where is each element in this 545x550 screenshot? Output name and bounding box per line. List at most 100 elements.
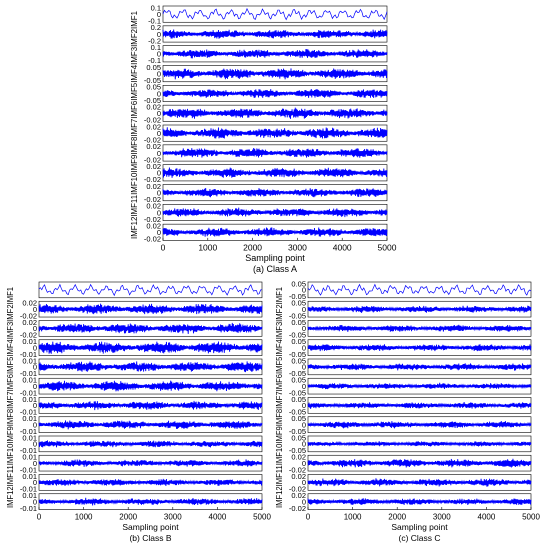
y-tick-label: -0.05 bbox=[289, 408, 306, 417]
signal-line-imf12 bbox=[38, 497, 263, 506]
y-tick-label: -0.02 bbox=[144, 116, 161, 125]
x-tick-label: 5000 bbox=[522, 513, 540, 522]
y-tick-label: 0.02 bbox=[22, 318, 37, 327]
subplot-imf1: 0.10-0.1 bbox=[148, 3, 388, 26]
y-tick-label: 0.05 bbox=[291, 279, 306, 288]
y-tick-label: 0.02 bbox=[146, 102, 161, 111]
y-tick-label: 0 bbox=[302, 459, 306, 468]
y-tick-label: -0.01 bbox=[20, 388, 37, 397]
y-axis-label: IMF12IMF11IMF10IMF9IMF8IMF7IMF6IMF5IMF4I… bbox=[6, 286, 15, 508]
y-tick-label: 0.05 bbox=[291, 318, 306, 327]
y-tick-label: 0 bbox=[33, 305, 37, 314]
y-tick-label: 0 bbox=[33, 382, 37, 391]
signal-line-imf11 bbox=[307, 478, 532, 487]
y-tick-label: 0.1 bbox=[151, 3, 161, 12]
x-axis-label: Sampling point bbox=[122, 522, 179, 532]
y-tick-label: -0.02 bbox=[144, 155, 161, 164]
y-tick-label: 0 bbox=[157, 69, 161, 78]
subplot-imf11: 0.020-0.02 bbox=[289, 472, 532, 494]
x-tick-label: 3000 bbox=[288, 242, 307, 252]
y-tick-label: -0.02 bbox=[20, 311, 37, 320]
y-tick-label: -0.05 bbox=[289, 388, 306, 397]
y-tick-label: 0 bbox=[302, 440, 306, 449]
x-axis-label: Sampling point bbox=[391, 522, 448, 532]
y-tick-label: 0.01 bbox=[22, 337, 37, 346]
y-tick-label: 0.02 bbox=[291, 491, 306, 500]
y-tick-label: -0.05 bbox=[289, 369, 306, 378]
y-tick-label: 0 bbox=[33, 497, 37, 506]
signal-line-imf6 bbox=[162, 107, 388, 119]
subplot-imf4: 0.050-0.05 bbox=[144, 63, 388, 85]
signal-line-imf4 bbox=[38, 341, 263, 354]
y-tick-label: 0.01 bbox=[22, 414, 37, 423]
y-tick-label: 0.05 bbox=[291, 414, 306, 423]
y-tick-label: 0.02 bbox=[291, 472, 306, 481]
subplot-imf8: 0.050-0.05 bbox=[289, 414, 532, 436]
y-tick-label: 0.2 bbox=[151, 23, 161, 32]
signal-line-imf9 bbox=[162, 167, 388, 178]
y-tick-label: 0 bbox=[33, 401, 37, 410]
y-tick-label: 0 bbox=[33, 478, 37, 487]
y-tick-label: 0.01 bbox=[22, 472, 37, 481]
signal-line-imf12 bbox=[307, 498, 532, 506]
y-tick-label: 0 bbox=[302, 324, 306, 333]
signal-line-imf5 bbox=[38, 361, 263, 373]
x-axis-label: Sampling point bbox=[245, 253, 305, 263]
y-tick-label: 0 bbox=[157, 109, 161, 118]
x-tick-label: 1000 bbox=[75, 513, 93, 522]
signal-line-imf5 bbox=[162, 89, 388, 99]
signal-line-imf6 bbox=[38, 380, 263, 392]
signal-line-imf2 bbox=[162, 29, 388, 39]
y-tick-label: -0.02 bbox=[144, 235, 161, 244]
subplot-imf7: 0.020-0.02 bbox=[144, 122, 388, 145]
signal-line-imf7 bbox=[307, 401, 532, 409]
subplot-imf11: 0.020-0.02 bbox=[144, 202, 388, 224]
y-tick-label: 0.05 bbox=[291, 395, 306, 404]
y-tick-label: -0.05 bbox=[144, 76, 161, 85]
x-tick-label: 3000 bbox=[433, 513, 451, 522]
y-tick-label: 0 bbox=[302, 343, 306, 352]
subplot-imf6: 0.050-0.05 bbox=[289, 376, 532, 397]
signal-line-imf7 bbox=[38, 400, 263, 411]
signal-line-imf4 bbox=[307, 344, 532, 352]
y-tick-label: 0 bbox=[302, 363, 306, 372]
subplot-imf12: 0.020-0.02 bbox=[144, 221, 388, 244]
y-tick-label: -0.01 bbox=[20, 465, 37, 474]
y-tick-label: -0.01 bbox=[20, 350, 37, 359]
signal-line-imf10 bbox=[307, 458, 532, 468]
x-tick-label: 0 bbox=[161, 242, 166, 252]
signal-line-imf2 bbox=[307, 305, 532, 313]
subplot-imf2: 0.20-0.2 bbox=[148, 23, 388, 45]
y-tick-label: -0.05 bbox=[289, 292, 306, 301]
signal-line-imf4 bbox=[162, 68, 388, 80]
subplot-imf10: 0.020-0.02 bbox=[144, 182, 388, 204]
subplot-imf7: 0.010-0.01 bbox=[20, 395, 263, 417]
signal-line-imf9 bbox=[307, 440, 532, 447]
y-tick-label: -0.01 bbox=[20, 427, 37, 436]
y-tick-label: 0.01 bbox=[22, 433, 37, 442]
signal-line-imf3 bbox=[307, 324, 532, 332]
chart-1: IMF12IMF11IMF10IMF9IMF8IMF7IMF6IMF5IMF4I… bbox=[6, 281, 271, 543]
y-tick-label: -0.05 bbox=[289, 427, 306, 436]
y-tick-label: 0 bbox=[302, 478, 306, 487]
chart-caption: (a) Class A bbox=[253, 264, 297, 274]
y-axis-label: IMF12IMF11IMF10IMF9IMF8IMF7IMF6IMF5IMF4I… bbox=[275, 286, 284, 508]
y-tick-label: -0.02 bbox=[144, 175, 161, 184]
subplot-imf3: 0.020-0.02 bbox=[20, 318, 263, 340]
signal-line-imf10 bbox=[162, 188, 388, 198]
y-tick-label: 0 bbox=[157, 30, 161, 39]
y-tick-label: -0.01 bbox=[20, 504, 37, 513]
y-tick-label: 0 bbox=[302, 420, 306, 429]
subplot-imf2: 0.050-0.05 bbox=[289, 299, 532, 320]
x-tick-label: 3000 bbox=[164, 513, 182, 522]
signal-line-imf1 bbox=[307, 283, 532, 296]
signal-line-imf8 bbox=[162, 148, 388, 158]
y-tick-label: 0 bbox=[33, 324, 37, 333]
y-tick-label: 0 bbox=[302, 286, 306, 295]
y-tick-label: 0 bbox=[33, 440, 37, 449]
y-tick-label: 0.02 bbox=[146, 221, 161, 230]
y-tick-label: 0.02 bbox=[146, 202, 161, 211]
y-tick-label: 0 bbox=[33, 420, 37, 429]
subplot-imf6: 0.020-0.02 bbox=[144, 102, 388, 125]
